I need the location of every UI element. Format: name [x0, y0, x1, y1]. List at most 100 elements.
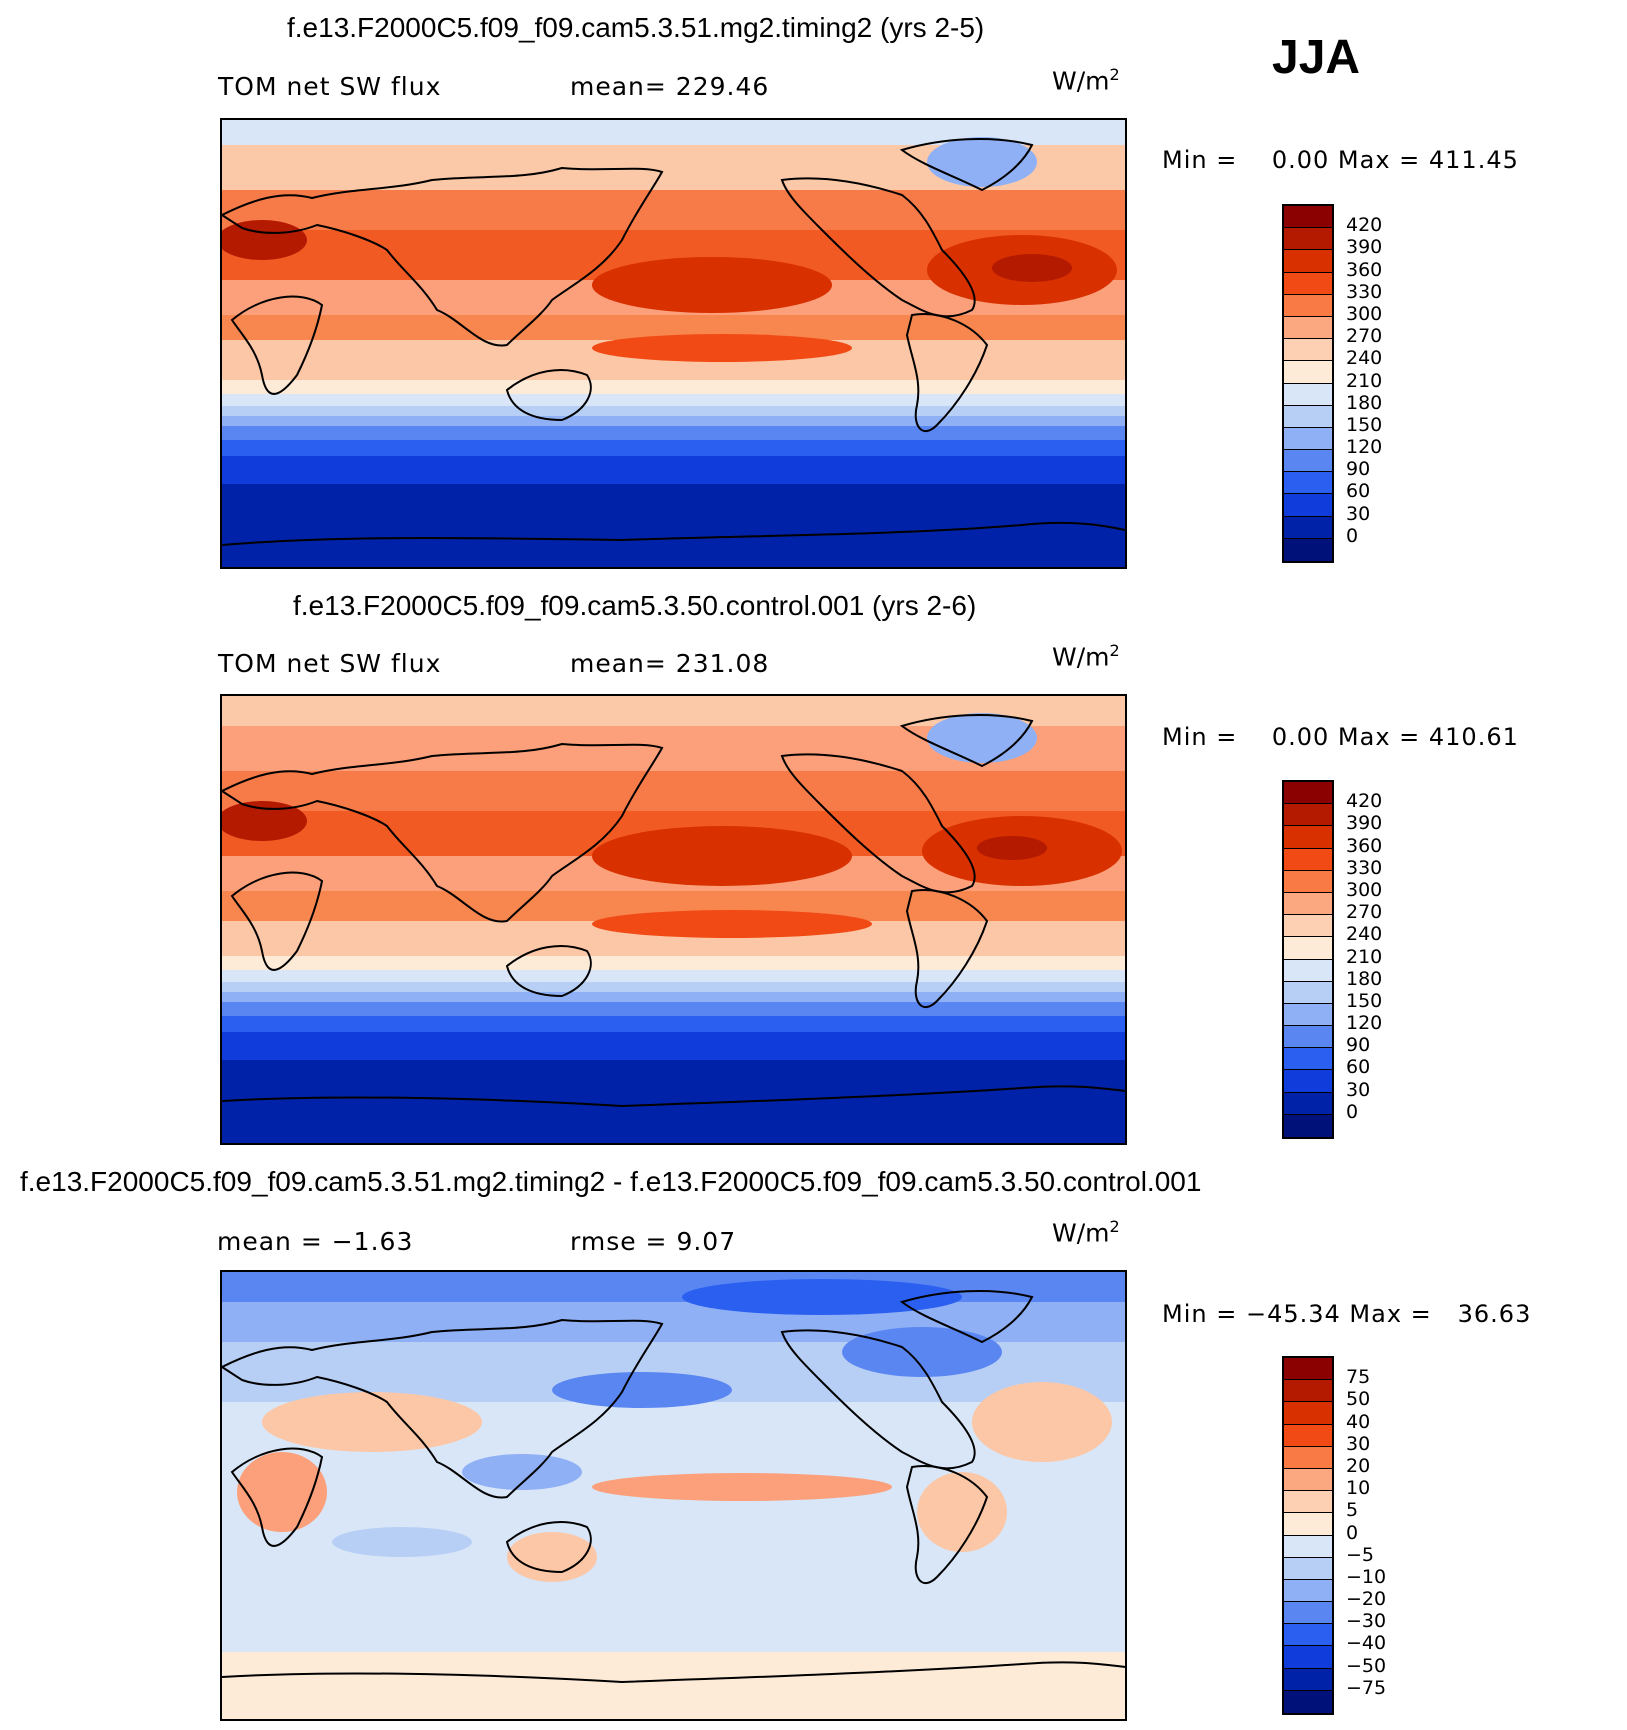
colorbar-tick-label: 210: [1346, 945, 1383, 968]
panel-2-colorbar: [1282, 780, 1334, 1139]
colorbar-swatch: [1284, 1491, 1332, 1514]
colorbar-swatch: [1284, 405, 1332, 428]
colorbar-swatch: [1284, 1358, 1332, 1381]
colorbar-swatch: [1284, 1557, 1332, 1580]
colorbar-tick-label: 180: [1346, 391, 1383, 414]
colorbar-swatch: [1284, 383, 1332, 406]
colorbar-tick-label: 60: [1346, 1056, 1371, 1079]
colorbar-swatch: [1284, 915, 1332, 938]
colorbar-tick-label: −40: [1346, 1632, 1387, 1655]
panel-1-variable-label: TOM net SW flux: [218, 72, 442, 101]
colorbar-swatch: [1284, 361, 1332, 384]
colorbar-tick-label: −75: [1346, 1676, 1387, 1699]
colorbar-tick-label: 150: [1346, 989, 1383, 1012]
colorbar-tick-label: 360: [1346, 834, 1383, 857]
panel-3-colorbar: [1282, 1356, 1334, 1715]
colorbar-tick-label: 390: [1346, 812, 1383, 835]
colorbar-tick-label: 75: [1346, 1366, 1371, 1389]
colorbar-tick-label: 30: [1346, 502, 1371, 525]
colorbar-tick-label: 120: [1346, 1012, 1383, 1035]
colorbar-swatch: [1284, 1003, 1332, 1027]
colorbar-tick-label: 300: [1346, 302, 1383, 325]
colorbar-swatch: [1284, 1424, 1332, 1447]
colorbar-swatch: [1284, 516, 1332, 539]
colorbar-swatch: [1284, 538, 1332, 561]
colorbar-tick-label: 270: [1346, 901, 1383, 924]
colorbar-swatch: [1284, 1646, 1332, 1669]
colorbar-tick-label: 360: [1346, 258, 1383, 281]
colorbar-tick-label: 240: [1346, 923, 1383, 946]
panel-1-mean-label: mean= 229.46: [570, 72, 770, 101]
colorbar-swatch: [1284, 1026, 1332, 1049]
colorbar-tick-label: 330: [1346, 856, 1383, 879]
colorbar-swatch: [1284, 1446, 1332, 1469]
panel-1-colorbar: [1282, 204, 1334, 563]
colorbar-swatch: [1284, 316, 1332, 340]
colorbar-tick-label: −20: [1346, 1588, 1387, 1611]
colorbar-swatch: [1284, 826, 1332, 849]
colorbar-swatch: [1284, 804, 1332, 827]
colorbar-tick-label: 5: [1346, 1499, 1359, 1522]
colorbar-tick-label: 300: [1346, 878, 1383, 901]
colorbar-swatch: [1284, 228, 1332, 251]
colorbar-tick-label: 270: [1346, 325, 1383, 348]
colorbar-tick-label: 330: [1346, 280, 1383, 303]
colorbar-swatch: [1284, 1402, 1332, 1425]
panel-2-minmax: Min = 0.00 Max = 410.61: [1162, 723, 1519, 751]
panel-2-units: W/m2: [1052, 641, 1120, 672]
panel-3-minmax: Min = −45.34 Max = 36.63: [1162, 1300, 1532, 1328]
colorbar-tick-label: −10: [1346, 1565, 1387, 1588]
colorbar-swatch: [1284, 1468, 1332, 1492]
colorbar-swatch: [1284, 1690, 1332, 1713]
colorbar-tick-label: −30: [1346, 1610, 1387, 1633]
panel-1-units: W/m2: [1052, 65, 1120, 96]
colorbar-swatch: [1284, 1070, 1332, 1093]
colorbar-tick-label: 20: [1346, 1454, 1371, 1477]
panel-3-mean-label: mean = −1.63: [217, 1227, 414, 1256]
panel-2-title: f.e13.F2000C5.f09_f09.cam5.3.50.control.…: [293, 590, 977, 621]
colorbar-swatch: [1284, 472, 1332, 495]
colorbar-swatch: [1284, 981, 1332, 1004]
panel-2-variable-label: TOM net SW flux: [218, 649, 442, 678]
panel-3-map: [220, 1270, 1127, 1721]
colorbar-tick-label: 10: [1346, 1477, 1371, 1500]
colorbar-tick-label: 40: [1346, 1410, 1371, 1433]
colorbar-swatch: [1284, 1048, 1332, 1071]
colorbar-swatch: [1284, 1114, 1332, 1137]
colorbar-tick-label: 240: [1346, 347, 1383, 370]
colorbar-tick-label: −5: [1346, 1543, 1375, 1566]
colorbar-tick-label: 0: [1346, 1100, 1359, 1123]
colorbar-swatch: [1284, 1668, 1332, 1691]
panel-3-rmse-label: rmse = 9.07: [570, 1227, 737, 1256]
colorbar-tick-label: 30: [1346, 1432, 1371, 1455]
colorbar-swatch: [1284, 848, 1332, 871]
panel-2-mean-label: mean= 231.08: [570, 649, 770, 678]
colorbar-tick-label: 420: [1346, 790, 1383, 813]
panel-1-title: f.e13.F2000C5.f09_f09.cam5.3.51.mg2.timi…: [287, 12, 985, 43]
colorbar-tick-label: 210: [1346, 369, 1383, 392]
colorbar-tick-label: 0: [1346, 1521, 1359, 1544]
colorbar-swatch: [1284, 1513, 1332, 1536]
colorbar-tick-label: 180: [1346, 967, 1383, 990]
colorbar-swatch: [1284, 959, 1332, 982]
colorbar-tick-label: 90: [1346, 1034, 1371, 1057]
panel-2-map: [220, 694, 1127, 1145]
colorbar-swatch: [1284, 1535, 1332, 1558]
season-label: JJA: [1272, 31, 1361, 84]
colorbar-swatch: [1284, 272, 1332, 295]
colorbar-swatch: [1284, 1380, 1332, 1403]
colorbar-tick-label: −50: [1346, 1654, 1387, 1677]
colorbar-swatch: [1284, 427, 1332, 451]
colorbar-tick-label: 420: [1346, 214, 1383, 237]
panel-1-minmax: Min = 0.00 Max = 411.45: [1162, 146, 1519, 174]
panel-3-units: W/m2: [1052, 1217, 1120, 1248]
colorbar-tick-label: 0: [1346, 524, 1359, 547]
colorbar-tick-label: 90: [1346, 458, 1371, 481]
colorbar-tick-label: 30: [1346, 1078, 1371, 1101]
colorbar-swatch: [1284, 250, 1332, 273]
colorbar-swatch: [1284, 892, 1332, 916]
colorbar-swatch: [1284, 1092, 1332, 1115]
colorbar-tick-label: 390: [1346, 236, 1383, 259]
colorbar-swatch: [1284, 937, 1332, 960]
colorbar-tick-label: 50: [1346, 1388, 1371, 1411]
